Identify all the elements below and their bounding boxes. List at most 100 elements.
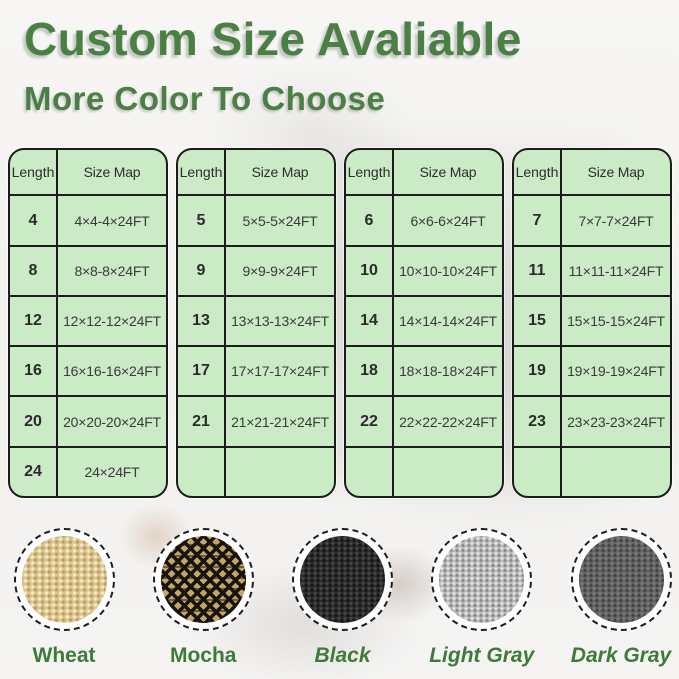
swatch-label-black: Black bbox=[314, 644, 371, 667]
length-cell: 8 bbox=[10, 246, 58, 295]
size-map-cell: 23×23-23×24FT bbox=[567, 413, 665, 430]
table-row: 23 23×23-23×24FT bbox=[514, 395, 670, 446]
length-cell: 5 bbox=[178, 196, 226, 245]
size-map-cell bbox=[226, 448, 334, 496]
length-cell: 4 bbox=[10, 196, 58, 245]
swatch-wheat: Wheat bbox=[10, 528, 118, 668]
dashed-circle bbox=[431, 528, 533, 631]
length-cell: 7 bbox=[514, 196, 562, 245]
table-header-size-map: Size Map bbox=[83, 164, 141, 181]
size-map-cell: 11×11-11×24FT bbox=[568, 262, 664, 279]
table-header-length: Length bbox=[178, 150, 226, 195]
wheat-fabric-sample bbox=[21, 536, 107, 623]
length-cell: 18 bbox=[346, 347, 394, 396]
size-table-1: Length Size Map 4 4×4-4×24FT 8 8×8-8×24F… bbox=[8, 148, 168, 498]
swatch-label-wheat: Wheat bbox=[32, 644, 96, 667]
size-map-cell: 6×6-6×24FT bbox=[410, 212, 486, 229]
length-cell: 14 bbox=[346, 296, 394, 346]
length-cell: 19 bbox=[514, 347, 562, 396]
length-cell: 16 bbox=[10, 347, 58, 396]
table-row bbox=[178, 445, 334, 496]
size-map-cell: 14×14-14×24FT bbox=[399, 313, 497, 330]
table-row: 5 5×5-5×24FT bbox=[178, 194, 334, 245]
swatch-light-gray: Light Gray bbox=[428, 528, 536, 668]
size-map-cell bbox=[562, 448, 670, 496]
size-map-cell: 22×22-22×24FT bbox=[399, 413, 497, 430]
size-table-3: Length Size Map 6 6×6-6×24FT 10 10×10-10… bbox=[344, 148, 504, 498]
swatch-mocha: Mocha bbox=[149, 528, 257, 668]
size-table-2: Length Size Map 5 5×5-5×24FT 9 9×9-9×24F… bbox=[176, 148, 336, 498]
table-row: 14 14×14-14×24FT bbox=[346, 294, 502, 346]
table-row: 6 6×6-6×24FT bbox=[346, 194, 502, 245]
dashed-circle bbox=[13, 528, 115, 631]
table-header-size-map: Size Map bbox=[419, 164, 477, 181]
size-map-cell: 9×9-9×24FT bbox=[242, 262, 318, 279]
length-cell: 17 bbox=[178, 347, 226, 396]
size-map-cell bbox=[394, 448, 502, 496]
table-row: 24 24×24FT bbox=[10, 445, 166, 496]
table-row: 19 19×19-19×24FT bbox=[514, 345, 670, 396]
table-header-row: Length Size Map bbox=[346, 150, 502, 195]
table-row: 7 7×7-7×24FT bbox=[514, 194, 670, 245]
length-cell: 13 bbox=[178, 296, 226, 346]
length-cell bbox=[346, 447, 394, 496]
size-map-cell: 24×24FT bbox=[84, 463, 140, 480]
table-row: 15 15×15-15×24FT bbox=[514, 294, 670, 346]
length-cell: 15 bbox=[514, 296, 562, 346]
size-map-cell: 17×17-17×24FT bbox=[231, 363, 329, 380]
length-cell bbox=[178, 447, 226, 496]
size-map-cell: 13×13-13×24FT bbox=[231, 313, 329, 330]
table-row: 16 16×16-16×24FT bbox=[10, 345, 166, 396]
table-row: 9 9×9-9×24FT bbox=[178, 244, 334, 295]
length-cell: 12 bbox=[10, 296, 58, 346]
table-header-length: Length bbox=[514, 150, 562, 195]
table-header-size-map: Size Map bbox=[251, 164, 309, 181]
size-map-cell: 5×5-5×24FT bbox=[242, 212, 318, 229]
size-map-cell: 4×4-4×24FT bbox=[74, 212, 150, 229]
table-row: 12 12×12-12×24FT bbox=[10, 294, 166, 346]
table-row: 13 13×13-13×24FT bbox=[178, 294, 334, 346]
table-row bbox=[346, 445, 502, 496]
length-cell: 11 bbox=[514, 246, 562, 295]
size-map-cell: 16×16-16×24FT bbox=[63, 363, 161, 380]
table-row bbox=[514, 445, 670, 496]
length-cell: 21 bbox=[178, 397, 226, 446]
size-map-cell: 20×20-20×24FT bbox=[63, 413, 161, 430]
swatch-dark-gray: Dark Gray bbox=[567, 528, 675, 668]
mocha-fabric-sample bbox=[160, 536, 246, 623]
table-row: 17 17×17-17×24FT bbox=[178, 345, 334, 396]
swatch-label-mocha: Mocha bbox=[169, 644, 237, 667]
table-header-length: Length bbox=[10, 150, 58, 195]
length-cell: 23 bbox=[514, 397, 562, 446]
size-map-cell: 12×12-12×24FT bbox=[63, 313, 161, 330]
page-title: Custom Size Avaliable bbox=[24, 13, 522, 65]
table-row: 18 18×18-18×24FT bbox=[346, 345, 502, 396]
black-fabric-sample bbox=[300, 536, 385, 623]
table-header-row: Length Size Map bbox=[10, 150, 166, 195]
page-subtitle: More Color To Choose bbox=[24, 80, 386, 117]
size-table-4: Length Size Map 7 7×7-7×24FT 11 11×11-11… bbox=[512, 148, 672, 498]
swatch-label-dark-gray: Dark Gray bbox=[570, 644, 672, 667]
length-cell: 9 bbox=[178, 246, 226, 295]
length-cell: 22 bbox=[346, 397, 394, 446]
length-cell: 6 bbox=[346, 196, 394, 245]
length-cell: 20 bbox=[10, 397, 58, 446]
length-cell bbox=[514, 447, 562, 496]
swatch-black: Black bbox=[289, 528, 397, 668]
size-map-cell: 10×10-10×24FT bbox=[399, 262, 497, 279]
table-header-length: Length bbox=[346, 150, 394, 195]
table-header-row: Length Size Map bbox=[178, 150, 334, 195]
table-row: 22 22×22-22×24FT bbox=[346, 395, 502, 446]
swatch-label-light-gray: Light Gray bbox=[429, 644, 535, 667]
dark-gray-fabric-sample bbox=[578, 536, 664, 623]
dashed-circle bbox=[152, 528, 254, 631]
table-header-row: Length Size Map bbox=[514, 150, 670, 195]
length-cell: 24 bbox=[10, 447, 58, 496]
dashed-circle bbox=[292, 528, 393, 631]
table-row: 8 8×8-8×24FT bbox=[10, 244, 166, 295]
color-swatches-row: Wheat Mocha Black Light Gray Dark Gray bbox=[10, 528, 675, 668]
light-gray-fabric-sample bbox=[439, 536, 525, 623]
dashed-circle bbox=[570, 528, 672, 631]
table-row: 4 4×4-4×24FT bbox=[10, 194, 166, 245]
